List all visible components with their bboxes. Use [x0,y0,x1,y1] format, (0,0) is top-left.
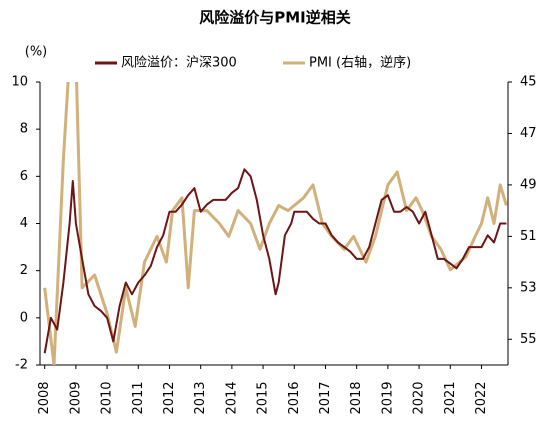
y2-tick-label: 55 [520,332,537,347]
x-tick-label: 2014 [224,381,239,414]
y-tick-label: 8 [20,122,28,137]
x-tick-label: 2018 [349,381,364,414]
x-tick-label: 2019 [380,381,395,414]
y-unit: (%) [25,45,48,60]
x-tick-label: 2012 [162,381,177,414]
x-tick-label: 2011 [131,381,146,414]
y2-tick-label: 51 [520,229,537,244]
y2-tick-label: 53 [520,280,537,295]
x-tick-label: 2020 [412,381,427,414]
y-tick-label: -2 [15,358,28,373]
y-tick-label: 10 [11,75,28,90]
series-line [43,82,508,365]
series-line [43,168,507,354]
y-tick-label: 6 [20,169,28,184]
x-tick-label: 2010 [100,381,115,414]
x-tick-label: 2008 [37,381,52,414]
y2-tick-label: 47 [520,126,537,141]
x-tick-label: 2017 [318,381,333,414]
x-tick-label: 2022 [474,381,489,414]
legend-label: PMI (右轴，逆序) [309,55,411,71]
y2-tick-label: 49 [520,177,537,192]
x-tick-label: 2013 [193,381,208,414]
x-tick-label: 2021 [443,381,458,414]
y-tick-label: 4 [20,216,28,231]
y2-tick-label: 45 [520,75,537,90]
legend-label: 风险溢价：沪深300 [121,55,237,71]
y-tick-label: 0 [20,310,28,325]
x-tick-label: 2016 [287,381,302,414]
x-tick-label: 2015 [256,381,271,414]
x-tick-label: 2009 [68,381,83,414]
chart-title: 风险溢价与PMI逆相关 [199,9,351,27]
y-tick-label: 2 [20,263,28,278]
